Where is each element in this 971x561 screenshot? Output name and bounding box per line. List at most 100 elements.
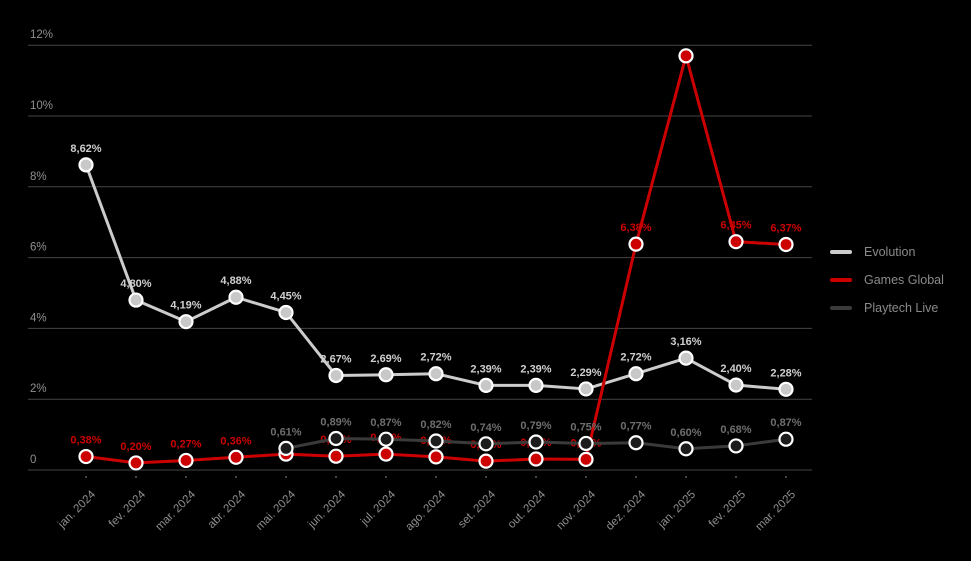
x-axis-tick (785, 476, 787, 478)
data-label-evolution: 2,72% (420, 352, 451, 364)
data-point-games-global[interactable] (128, 455, 144, 471)
data-label-evolution: 2,40% (720, 363, 751, 375)
x-axis-tick-label: dez. 2024 (604, 488, 649, 533)
data-point-playtech-live[interactable] (428, 433, 444, 449)
data-label-playtech-live: 0,79% (520, 420, 551, 432)
data-point-evolution[interactable] (578, 381, 594, 397)
legend-label-evolution: Evolution (864, 245, 916, 259)
data-label-playtech-live: 0,61% (270, 426, 301, 438)
y-axis-tick-label: 12% (30, 29, 53, 41)
data-label-games-global: 6,38% (620, 222, 651, 234)
series-playtech-live: 0,61% 0,89% 0,87% 0,82% 0,74% 0,79% 0,75% 0,77%… (270, 416, 802, 457)
data-point-playtech-live[interactable] (578, 435, 594, 452)
data-point-evolution[interactable] (478, 377, 494, 393)
data-point-games-global[interactable] (728, 234, 744, 250)
legend-label-games-global: Games Global (864, 273, 944, 287)
y-axis-tick-label: 2% (30, 383, 47, 395)
data-point-evolution[interactable] (178, 314, 194, 330)
x-axis-tick-label: set. 2024 (456, 488, 498, 530)
data-point-evolution[interactable] (528, 377, 544, 393)
data-point-playtech-live[interactable] (728, 438, 744, 454)
x-axis-tick (735, 476, 737, 478)
data-point-evolution[interactable] (278, 304, 294, 321)
x-axis-tick-label: mar. 2024 (153, 488, 198, 533)
legend-item-games-global[interactable]: Games Global (830, 274, 944, 286)
y-axis-tick-label: 8% (30, 171, 47, 183)
x-axis-tick (585, 476, 587, 478)
data-label-evolution: 3,16% (670, 336, 701, 348)
legend-swatch-playtech-live (830, 306, 852, 310)
data-label-playtech-live: 0,68% (720, 424, 751, 436)
x-axis-tick (485, 476, 487, 478)
data-point-games-global[interactable] (328, 448, 344, 464)
data-point-evolution[interactable] (328, 367, 344, 384)
data-point-evolution[interactable] (778, 381, 794, 397)
data-point-evolution[interactable] (128, 292, 144, 308)
x-axis-tick-label: jan. 2024 (55, 488, 98, 531)
data-point-playtech-live[interactable] (628, 435, 644, 451)
data-point-evolution[interactable] (428, 366, 444, 382)
x-axis-tick (185, 476, 187, 478)
data-point-playtech-live[interactable] (328, 430, 344, 447)
data-label-evolution: 2,67% (320, 353, 351, 365)
legend-label-playtech-live: Playtech Live (864, 301, 939, 315)
series-line-games-global (84, 54, 788, 465)
legend-item-evolution[interactable]: Evolution (830, 246, 944, 258)
x-axis-tick (235, 476, 237, 478)
data-point-games-global[interactable] (378, 446, 394, 462)
data-label-games-global: 0,36% (220, 435, 251, 447)
x-axis-tick (335, 476, 337, 478)
data-point-games-global[interactable] (228, 449, 244, 465)
data-point-playtech-live[interactable] (278, 440, 294, 457)
legend-item-playtech-live[interactable]: Playtech Live (830, 302, 944, 314)
x-axis-tick (135, 476, 137, 478)
data-point-playtech-live[interactable] (378, 431, 394, 447)
x-axis-tick (385, 476, 387, 478)
data-label-evolution: 2,39% (470, 363, 501, 375)
x-axis-tick-label: ago. 2024 (403, 488, 448, 533)
data-label-evolution: 4,19% (170, 300, 201, 312)
x-axis-tick (635, 476, 637, 478)
data-point-games-global[interactable] (578, 451, 594, 467)
data-point-playtech-live[interactable] (478, 436, 494, 452)
data-label-evolution: 2,69% (370, 353, 401, 365)
data-point-games-global[interactable] (528, 451, 544, 467)
x-axis-tick-label: nov. 2024 (555, 488, 599, 532)
data-label-evolution: 4,88% (220, 275, 251, 287)
data-point-games-global[interactable] (178, 452, 194, 469)
data-point-playtech-live[interactable] (678, 441, 694, 457)
data-label-evolution: 2,39% (520, 363, 551, 375)
x-axis-tick-label: out. 2024 (506, 488, 549, 531)
data-point-evolution[interactable] (378, 367, 394, 383)
data-point-games-global[interactable] (428, 449, 444, 465)
legend-swatch-evolution (830, 250, 852, 254)
data-label-games-global: 6,37% (770, 223, 801, 235)
data-point-evolution[interactable] (728, 377, 744, 393)
data-point-games-global[interactable] (628, 236, 644, 252)
data-point-playtech-live[interactable] (528, 434, 544, 450)
x-axis-tick-label: fev. 2024 (107, 488, 149, 530)
data-label-evolution: 8,62% (70, 143, 101, 155)
data-label-evolution: 4,80% (120, 278, 151, 290)
x-axis-tick-label: mar. 2025 (753, 489, 798, 534)
data-point-evolution[interactable] (678, 350, 694, 366)
x-axis-tick-label: fev. 2025 (707, 489, 748, 530)
data-point-games-global[interactable] (778, 236, 794, 253)
legend: Evolution Games Global Playtech Live (830, 246, 944, 330)
x-axis-tick-label: abr. 2024 (206, 488, 249, 531)
data-point-games-global[interactable] (678, 48, 694, 64)
data-point-games-global[interactable] (478, 453, 494, 469)
data-point-evolution[interactable] (628, 366, 644, 382)
y-axis-tick-label: 6% (30, 242, 47, 254)
data-point-evolution[interactable] (228, 289, 244, 305)
data-point-games-global[interactable] (78, 448, 94, 465)
y-axis-tick-label: 10% (30, 100, 53, 112)
data-point-evolution[interactable] (78, 157, 94, 173)
data-label-playtech-live: 0,87% (770, 417, 801, 429)
data-label-games-global: 0,38% (70, 435, 101, 447)
data-point-playtech-live[interactable] (778, 431, 794, 447)
y-axis-tick-label: 4% (30, 312, 47, 324)
data-label-evolution: 4,45% (270, 290, 301, 302)
